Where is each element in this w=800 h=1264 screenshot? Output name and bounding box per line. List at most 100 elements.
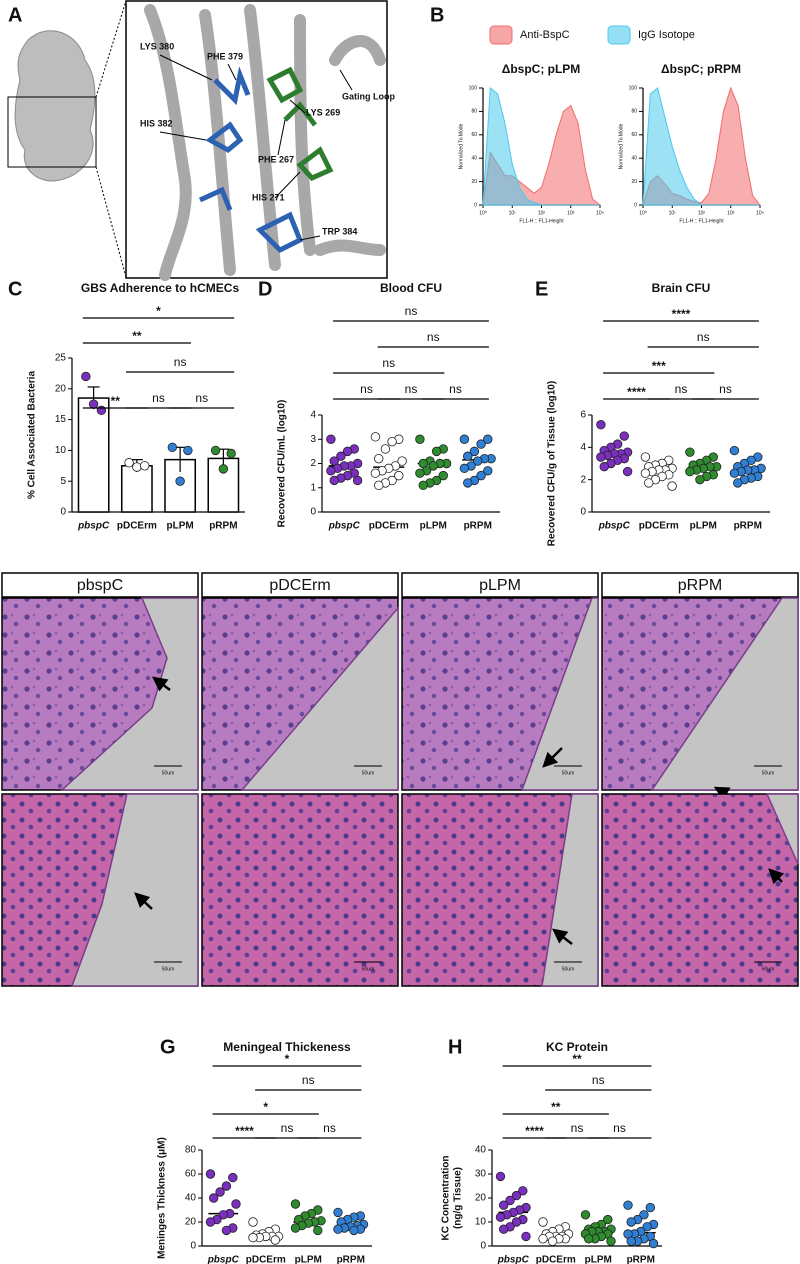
y-tick-label: 30	[475, 1169, 487, 1180]
significance-label: *	[285, 1052, 290, 1066]
data-point	[336, 451, 346, 461]
x-tick-label: pLPM	[420, 521, 447, 532]
x-tick-label: 10²	[698, 210, 706, 216]
zoom-line	[95, 166, 127, 278]
significance-label: ns	[195, 391, 208, 405]
data-point	[218, 1210, 228, 1220]
y-tick-label: 2	[310, 458, 316, 469]
data-point	[248, 1217, 258, 1227]
data-point	[326, 466, 336, 476]
data-point	[228, 1172, 238, 1183]
scale-bar-label: 50um	[362, 770, 375, 776]
data-point	[606, 1236, 616, 1246]
leader-lines	[159, 54, 353, 241]
column-header-label: pDCErm	[269, 577, 330, 594]
panel-letter: H	[448, 1036, 462, 1058]
y-axis-label: Recovered CFU/g of Tissue (log10)	[547, 381, 558, 546]
data-point	[231, 1199, 241, 1209]
significance-label: ns	[382, 356, 395, 370]
data-point	[210, 445, 221, 456]
y-axis-label: KC Concentration	[441, 1156, 452, 1241]
panel-letter: G	[160, 1036, 176, 1058]
arrow	[542, 747, 563, 768]
data-point	[139, 461, 150, 471]
data-point	[431, 446, 442, 457]
data-point	[397, 456, 407, 466]
data-point	[583, 1234, 594, 1244]
significance-label: **	[551, 1100, 561, 1114]
column-header-label: pLPM	[479, 577, 521, 594]
data-point	[342, 446, 353, 457]
significance-label: ns	[571, 1121, 584, 1135]
x-tick-label: 10³	[727, 210, 735, 216]
data-point	[463, 478, 473, 488]
x-tick-label: 10⁴	[756, 210, 764, 216]
x-tick-label: pDCErm	[246, 1255, 286, 1264]
y-tick-label: 4	[310, 410, 316, 421]
chart-title: ΔbspC; pLPM	[502, 62, 581, 76]
data-point	[648, 1238, 659, 1249]
legend-swatch	[607, 25, 631, 45]
x-tick-label: pbspC	[497, 1255, 530, 1264]
data-point	[483, 434, 493, 444]
y-axis-label: (ng/g Tissue)	[453, 1167, 464, 1229]
data-point	[603, 1214, 613, 1225]
histology-image	[201, 793, 399, 987]
data-point	[326, 434, 336, 444]
data-point	[626, 1236, 636, 1246]
scale-bar-label: 50um	[162, 770, 175, 776]
data-point	[469, 446, 480, 457]
data-point	[538, 1217, 548, 1227]
x-tick-label: pDCErm	[369, 521, 409, 532]
y-tick-label: 10	[475, 1217, 487, 1228]
data-point	[218, 464, 229, 474]
data-point	[685, 447, 695, 457]
data-point	[729, 468, 740, 478]
arrow	[768, 868, 785, 885]
bar	[77, 397, 110, 513]
x-axis-label: FL1-H :: FL1-Height	[679, 218, 724, 224]
data-point	[547, 1236, 558, 1246]
residue-label: PHE 267	[258, 154, 294, 164]
y-axis-label: Normalized To Mode	[618, 123, 624, 169]
data-point	[290, 1199, 301, 1209]
lumen	[520, 597, 599, 791]
chart-title: ΔbspC; pRPM	[661, 62, 741, 76]
lumen	[650, 597, 799, 791]
column-header	[601, 572, 799, 598]
data-point	[495, 1171, 506, 1182]
panel-letter: D	[258, 278, 272, 300]
y-tick-label: 20	[55, 383, 67, 394]
y-tick-label: 0	[190, 1241, 196, 1252]
scale-bar-label: 50um	[762, 966, 775, 972]
significance-label: ns	[697, 330, 710, 344]
data-point	[518, 1186, 528, 1196]
data-point	[132, 462, 142, 472]
scale-bar-label: 50um	[362, 966, 375, 972]
x-tick-label: 10²	[538, 210, 546, 216]
data-point	[695, 474, 705, 485]
x-tick-label: pLPM	[690, 521, 717, 532]
significance-label: **	[132, 329, 142, 343]
x-tick-label: pLPM	[167, 521, 194, 532]
data-point	[333, 1207, 343, 1218]
residue-label: LYS 269	[306, 107, 340, 117]
data-point	[370, 432, 381, 442]
y-tick-label: 4	[580, 442, 586, 453]
data-point	[599, 462, 609, 472]
data-point	[498, 1200, 509, 1210]
lumen	[765, 793, 799, 865]
data-point	[167, 442, 178, 453]
x-tick-label: pLPM	[295, 1255, 322, 1264]
significance-label: **	[572, 1052, 582, 1066]
arrow	[152, 676, 171, 692]
chart-title: Blood CFU	[380, 281, 442, 295]
y-tick-label: 1	[310, 482, 316, 493]
data-point	[374, 453, 384, 464]
data-point	[215, 1187, 225, 1197]
y-tick-label: 0	[60, 507, 66, 518]
data-point	[476, 439, 486, 449]
data-point	[538, 1234, 548, 1244]
data-point	[667, 481, 677, 491]
